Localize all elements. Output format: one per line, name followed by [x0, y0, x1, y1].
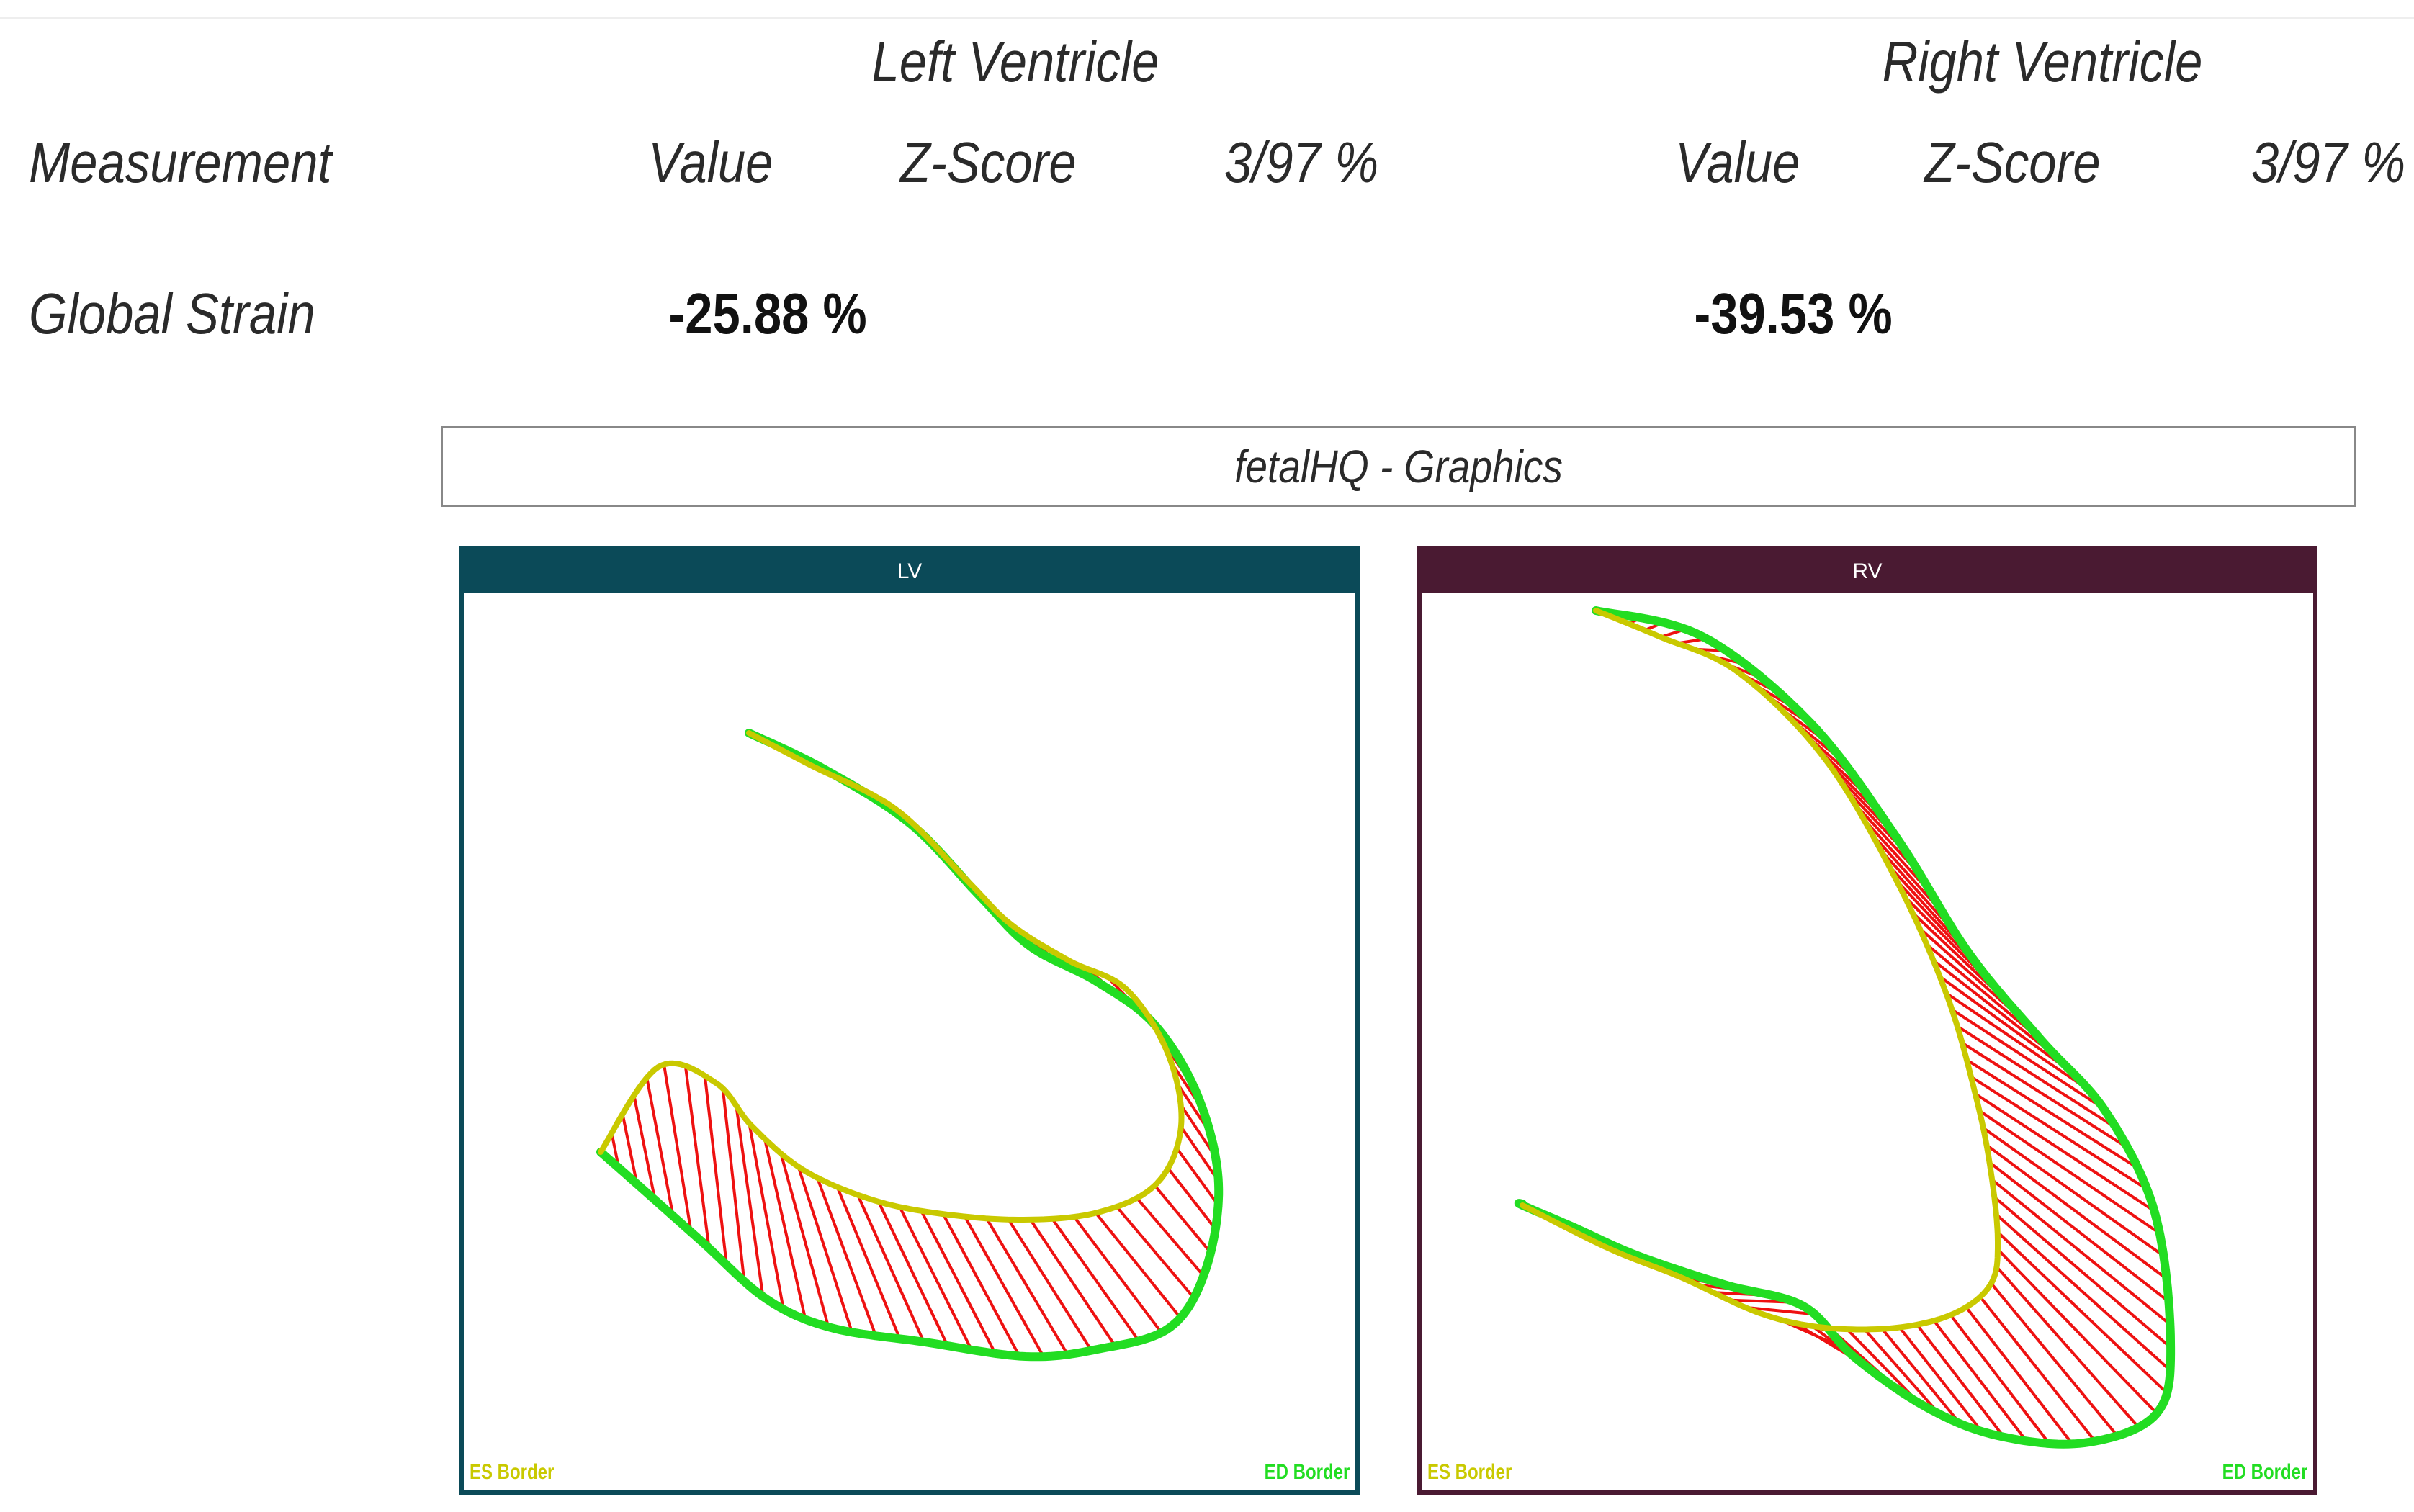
lv-strain-line [632, 1095, 657, 1200]
lv-strain-line [816, 1177, 878, 1336]
rv-es-border-curve [1520, 608, 2001, 1333]
rv-es-border-legend: ES Border [1427, 1460, 1512, 1484]
rv-strain-line [1995, 1213, 2171, 1372]
lv-strain-line [735, 1105, 765, 1297]
lv-value-column-header: Value [648, 130, 773, 194]
lv-percentile-column-header: 3/97 % [1224, 130, 1379, 194]
graphics-title-bar: fetalHQ - Graphics [441, 426, 2356, 507]
lv-strain-line [1180, 1125, 1220, 1182]
lv-strain-line [703, 1075, 728, 1266]
rv-strain-line [1965, 1058, 2139, 1170]
lv-strain-line [985, 1218, 1069, 1356]
rv-strain-line [1996, 1266, 2140, 1428]
lv-strain-diagram [596, 729, 1224, 1362]
rv-strain-line [1979, 1295, 2096, 1442]
lv-strain-line [748, 1122, 785, 1310]
lv-strain-line [1136, 1197, 1205, 1277]
rv-panel: RV ES Border ED Border [1417, 546, 2317, 1495]
rv-ed-border-curve [1514, 606, 2176, 1449]
lv-strain-line [663, 1064, 693, 1233]
lv-panel-header: LV [464, 550, 1355, 593]
lv-global-strain-value: -25.88 % [668, 282, 867, 346]
rv-strain-lines [1521, 613, 2172, 1445]
lv-strain-line [1051, 1218, 1140, 1342]
lv-strain-line [797, 1166, 853, 1333]
rv-ed-border-legend: ED Border [2222, 1460, 2307, 1484]
lv-es-border-curve [598, 730, 1185, 1223]
lv-strain-line [920, 1210, 997, 1354]
rv-strain-line [1996, 1248, 2158, 1415]
rv-strain-line [1991, 1178, 2171, 1326]
lv-strain-line [941, 1213, 1021, 1357]
rv-strain-line [1949, 1314, 2051, 1445]
rv-percentile-column-header: 3/97 % [2251, 130, 2406, 194]
lv-es-border-legend: ES Border [470, 1460, 555, 1484]
rv-strain-diagram [1514, 606, 2176, 1449]
rv-strain-line [1916, 1323, 2006, 1439]
lv-zscore-column-header: Z-Score [900, 130, 1077, 194]
global-strain-label: Global Strain [29, 282, 315, 346]
rv-strain-line [1990, 1282, 2119, 1437]
rv-strain-line [1956, 1025, 2117, 1130]
rv-strain-line [1932, 1320, 2028, 1442]
rv-strain-line [1988, 1161, 2170, 1303]
rv-strain-line [1982, 1126, 2165, 1257]
rv-strain-line [1974, 1092, 2155, 1212]
lv-strain-line [721, 1088, 746, 1282]
top-divider [0, 17, 2414, 19]
rv-strain-line [1996, 1230, 2168, 1395]
rv-strain-line [1951, 1008, 2105, 1110]
rv-value-column-header: Value [1675, 130, 1800, 194]
lv-strain-line [1094, 1212, 1182, 1319]
rv-strain-line [1961, 1041, 2129, 1149]
rv-strain-line [1744, 1305, 1816, 1316]
rv-zscore-column-header: Z-Score [1924, 130, 2101, 194]
rv-strain-line [1863, 1328, 1941, 1416]
lv-strain-line [1153, 1184, 1212, 1254]
lv-strain-line [763, 1138, 807, 1320]
lv-strain-line [779, 1153, 830, 1328]
lv-strain-line [898, 1206, 973, 1351]
rv-strain-line [1965, 1306, 2074, 1445]
rv-strain-line [1986, 1143, 2168, 1280]
lv-strain-line [1116, 1205, 1195, 1299]
lv-ed-border-legend: ED Border [1264, 1460, 1350, 1484]
rv-strain-line [1880, 1328, 1962, 1425]
lv-strain-line [963, 1215, 1045, 1358]
lv-strain-line [1007, 1218, 1093, 1351]
lv-strain-line [877, 1201, 949, 1346]
graphics-title: fetalHQ - Graphics [1234, 441, 1563, 492]
lv-strain-line [683, 1066, 711, 1248]
lv-panel: LV ES Border ED Border [459, 546, 1360, 1495]
rv-strain-line [1939, 975, 2075, 1075]
lv-ed-border-curve [596, 729, 1224, 1362]
right-ventricle-heading: Right Ventricle [1882, 30, 2203, 94]
lv-strain-line [1072, 1215, 1163, 1334]
lv-strain-line [835, 1186, 902, 1340]
rv-panel-header: RV [1422, 550, 2313, 593]
lv-strain-line [856, 1194, 925, 1343]
rv-strain-line [1978, 1110, 2161, 1235]
lv-strain-line [1167, 1167, 1217, 1230]
lv-strain-line [1175, 1147, 1220, 1206]
lv-strain-line [1029, 1218, 1117, 1347]
measurement-column-header: Measurement [29, 130, 332, 194]
lv-strain-line [645, 1077, 675, 1217]
rv-strain-line [1970, 1075, 2148, 1191]
lv-strain-line [621, 1113, 639, 1184]
rv-strain-line [1993, 1195, 2172, 1349]
left-ventricle-heading: Left Ventricle [871, 30, 1159, 94]
rv-global-strain-value: -39.53 % [1694, 282, 1893, 346]
rv-strain-line [1898, 1326, 1983, 1433]
rv-strain-line [1945, 991, 2091, 1092]
